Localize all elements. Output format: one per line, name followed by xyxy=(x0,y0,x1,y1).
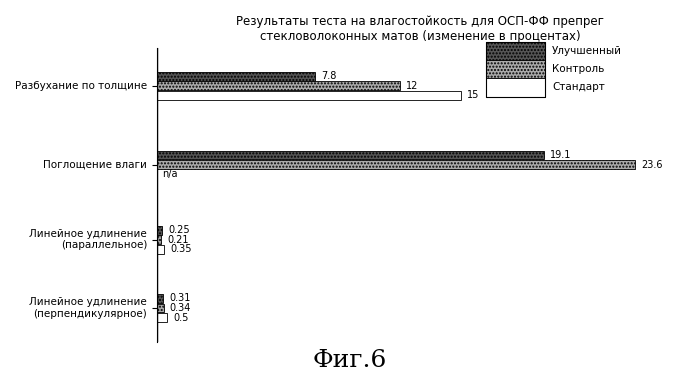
Text: 0.35: 0.35 xyxy=(170,244,192,254)
Text: 15: 15 xyxy=(467,90,480,100)
Text: n/a: n/a xyxy=(162,169,178,179)
Text: Фиг.6: Фиг.6 xyxy=(312,349,387,372)
Bar xyxy=(157,160,635,169)
Bar xyxy=(157,245,164,254)
Bar xyxy=(157,313,167,322)
Bar xyxy=(157,304,164,312)
Bar xyxy=(157,226,162,234)
Title: Результаты теста на влагостойкость для ОСП-ФФ препрег
стекловолоконных матов (из: Результаты теста на влагостойкость для О… xyxy=(236,15,605,43)
Bar xyxy=(157,294,163,303)
Bar xyxy=(157,150,544,159)
Bar xyxy=(157,72,315,81)
Text: 0.21: 0.21 xyxy=(167,235,189,245)
Text: 12: 12 xyxy=(406,81,419,91)
Text: 7.8: 7.8 xyxy=(321,71,336,81)
Bar xyxy=(157,91,461,100)
Text: 0.34: 0.34 xyxy=(170,303,192,313)
Text: Улучшенный: Улучшенный xyxy=(552,46,622,56)
Text: 0.31: 0.31 xyxy=(169,293,191,304)
Text: 0.25: 0.25 xyxy=(168,225,189,235)
Text: Контроль: Контроль xyxy=(552,64,605,74)
Text: 0.5: 0.5 xyxy=(173,313,189,323)
Bar xyxy=(157,81,400,90)
Text: 19.1: 19.1 xyxy=(550,150,572,160)
Text: 23.6: 23.6 xyxy=(642,160,663,169)
Bar xyxy=(157,235,161,244)
Text: Стандарт: Стандарт xyxy=(552,82,605,92)
